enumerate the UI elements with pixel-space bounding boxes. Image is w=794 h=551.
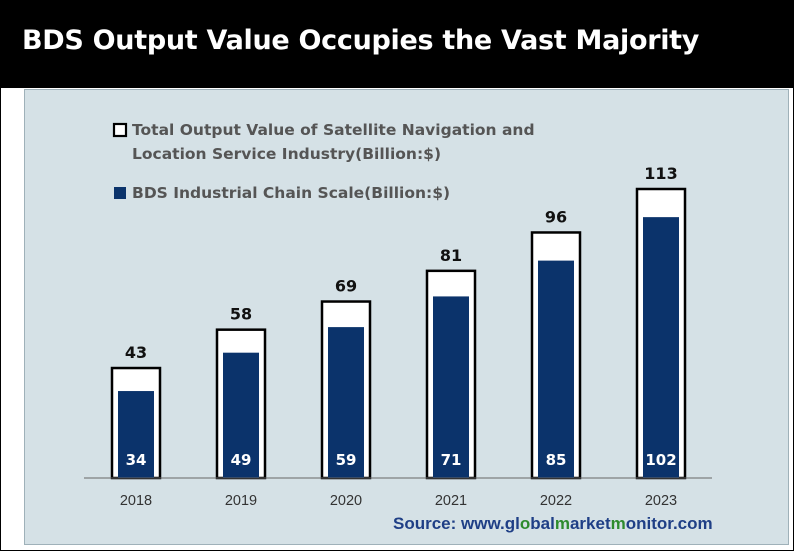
- data-label-bds-2018: 34: [126, 451, 147, 469]
- x-tick-label: 2023: [645, 493, 677, 509]
- data-label-bds-2021: 71: [441, 451, 462, 469]
- source-note: Source: www.globalmarketmonitor.com: [393, 514, 713, 534]
- bars: [110, 187, 687, 480]
- x-tick-label: 2020: [330, 493, 362, 509]
- source-prefix: Source: www.: [393, 514, 505, 533]
- legend-label-total: Total Output Value of Satellite Navigati…: [132, 121, 535, 139]
- x-tick-label: 2019: [225, 493, 257, 509]
- data-label-total-2019: 58: [230, 305, 252, 324]
- legend: Total Output Value of Satellite Navigati…: [112, 121, 535, 202]
- bar-bds-2023: [643, 217, 679, 478]
- source-segment: m: [610, 514, 626, 533]
- legend-swatch-total: [112, 122, 128, 138]
- data-label-bds-2022: 85: [546, 451, 567, 469]
- bar-bds-2019: [223, 352, 259, 478]
- source-segment: o: [519, 514, 531, 533]
- x-axis: 2018 2019 2020 2021 2022 2023: [84, 477, 712, 509]
- source-segment: m: [554, 514, 570, 533]
- labels: 43 34 58 49 69 59 81 71 96 85 113 102: [125, 164, 678, 469]
- data-label-bds-2023: 102: [645, 451, 676, 469]
- x-tick-label: 2018: [120, 493, 152, 509]
- chart-title: BDS Output Value Occupies the Vast Major…: [22, 25, 700, 56]
- data-label-total-2018: 43: [125, 343, 147, 362]
- legend-label-total: Location Service Industry(Billion:$): [132, 145, 441, 163]
- x-tick-label: 2021: [435, 493, 467, 509]
- source-segment: arket: [569, 514, 611, 533]
- legend-swatch-bds: [114, 187, 126, 199]
- bar-bds-2022: [538, 260, 574, 478]
- legend-label-bds: BDS Industrial Chain Scale(Billion:$): [132, 184, 450, 202]
- source-domain: globalmarketmonitor: [505, 514, 673, 533]
- source-segment: onitor: [625, 514, 673, 533]
- x-tick-label: 2022: [540, 493, 572, 509]
- source-segment: gl: [504, 514, 520, 533]
- data-label-bds-2020: 59: [336, 451, 357, 469]
- data-label-total-2021: 81: [440, 246, 462, 265]
- source-segment: bal: [530, 514, 555, 533]
- data-label-total-2022: 96: [545, 207, 567, 226]
- data-label-total-2023: 113: [644, 164, 677, 183]
- bar-bds-2021: [433, 296, 469, 478]
- bar-bds-2020: [328, 327, 364, 478]
- bar-bds-2018: [118, 391, 154, 478]
- data-label-bds-2019: 49: [231, 451, 252, 469]
- data-label-total-2020: 69: [335, 277, 357, 296]
- source-suffix: .com: [672, 514, 713, 533]
- header-bar: BDS Output Value Occupies the Vast Major…: [1, 1, 793, 88]
